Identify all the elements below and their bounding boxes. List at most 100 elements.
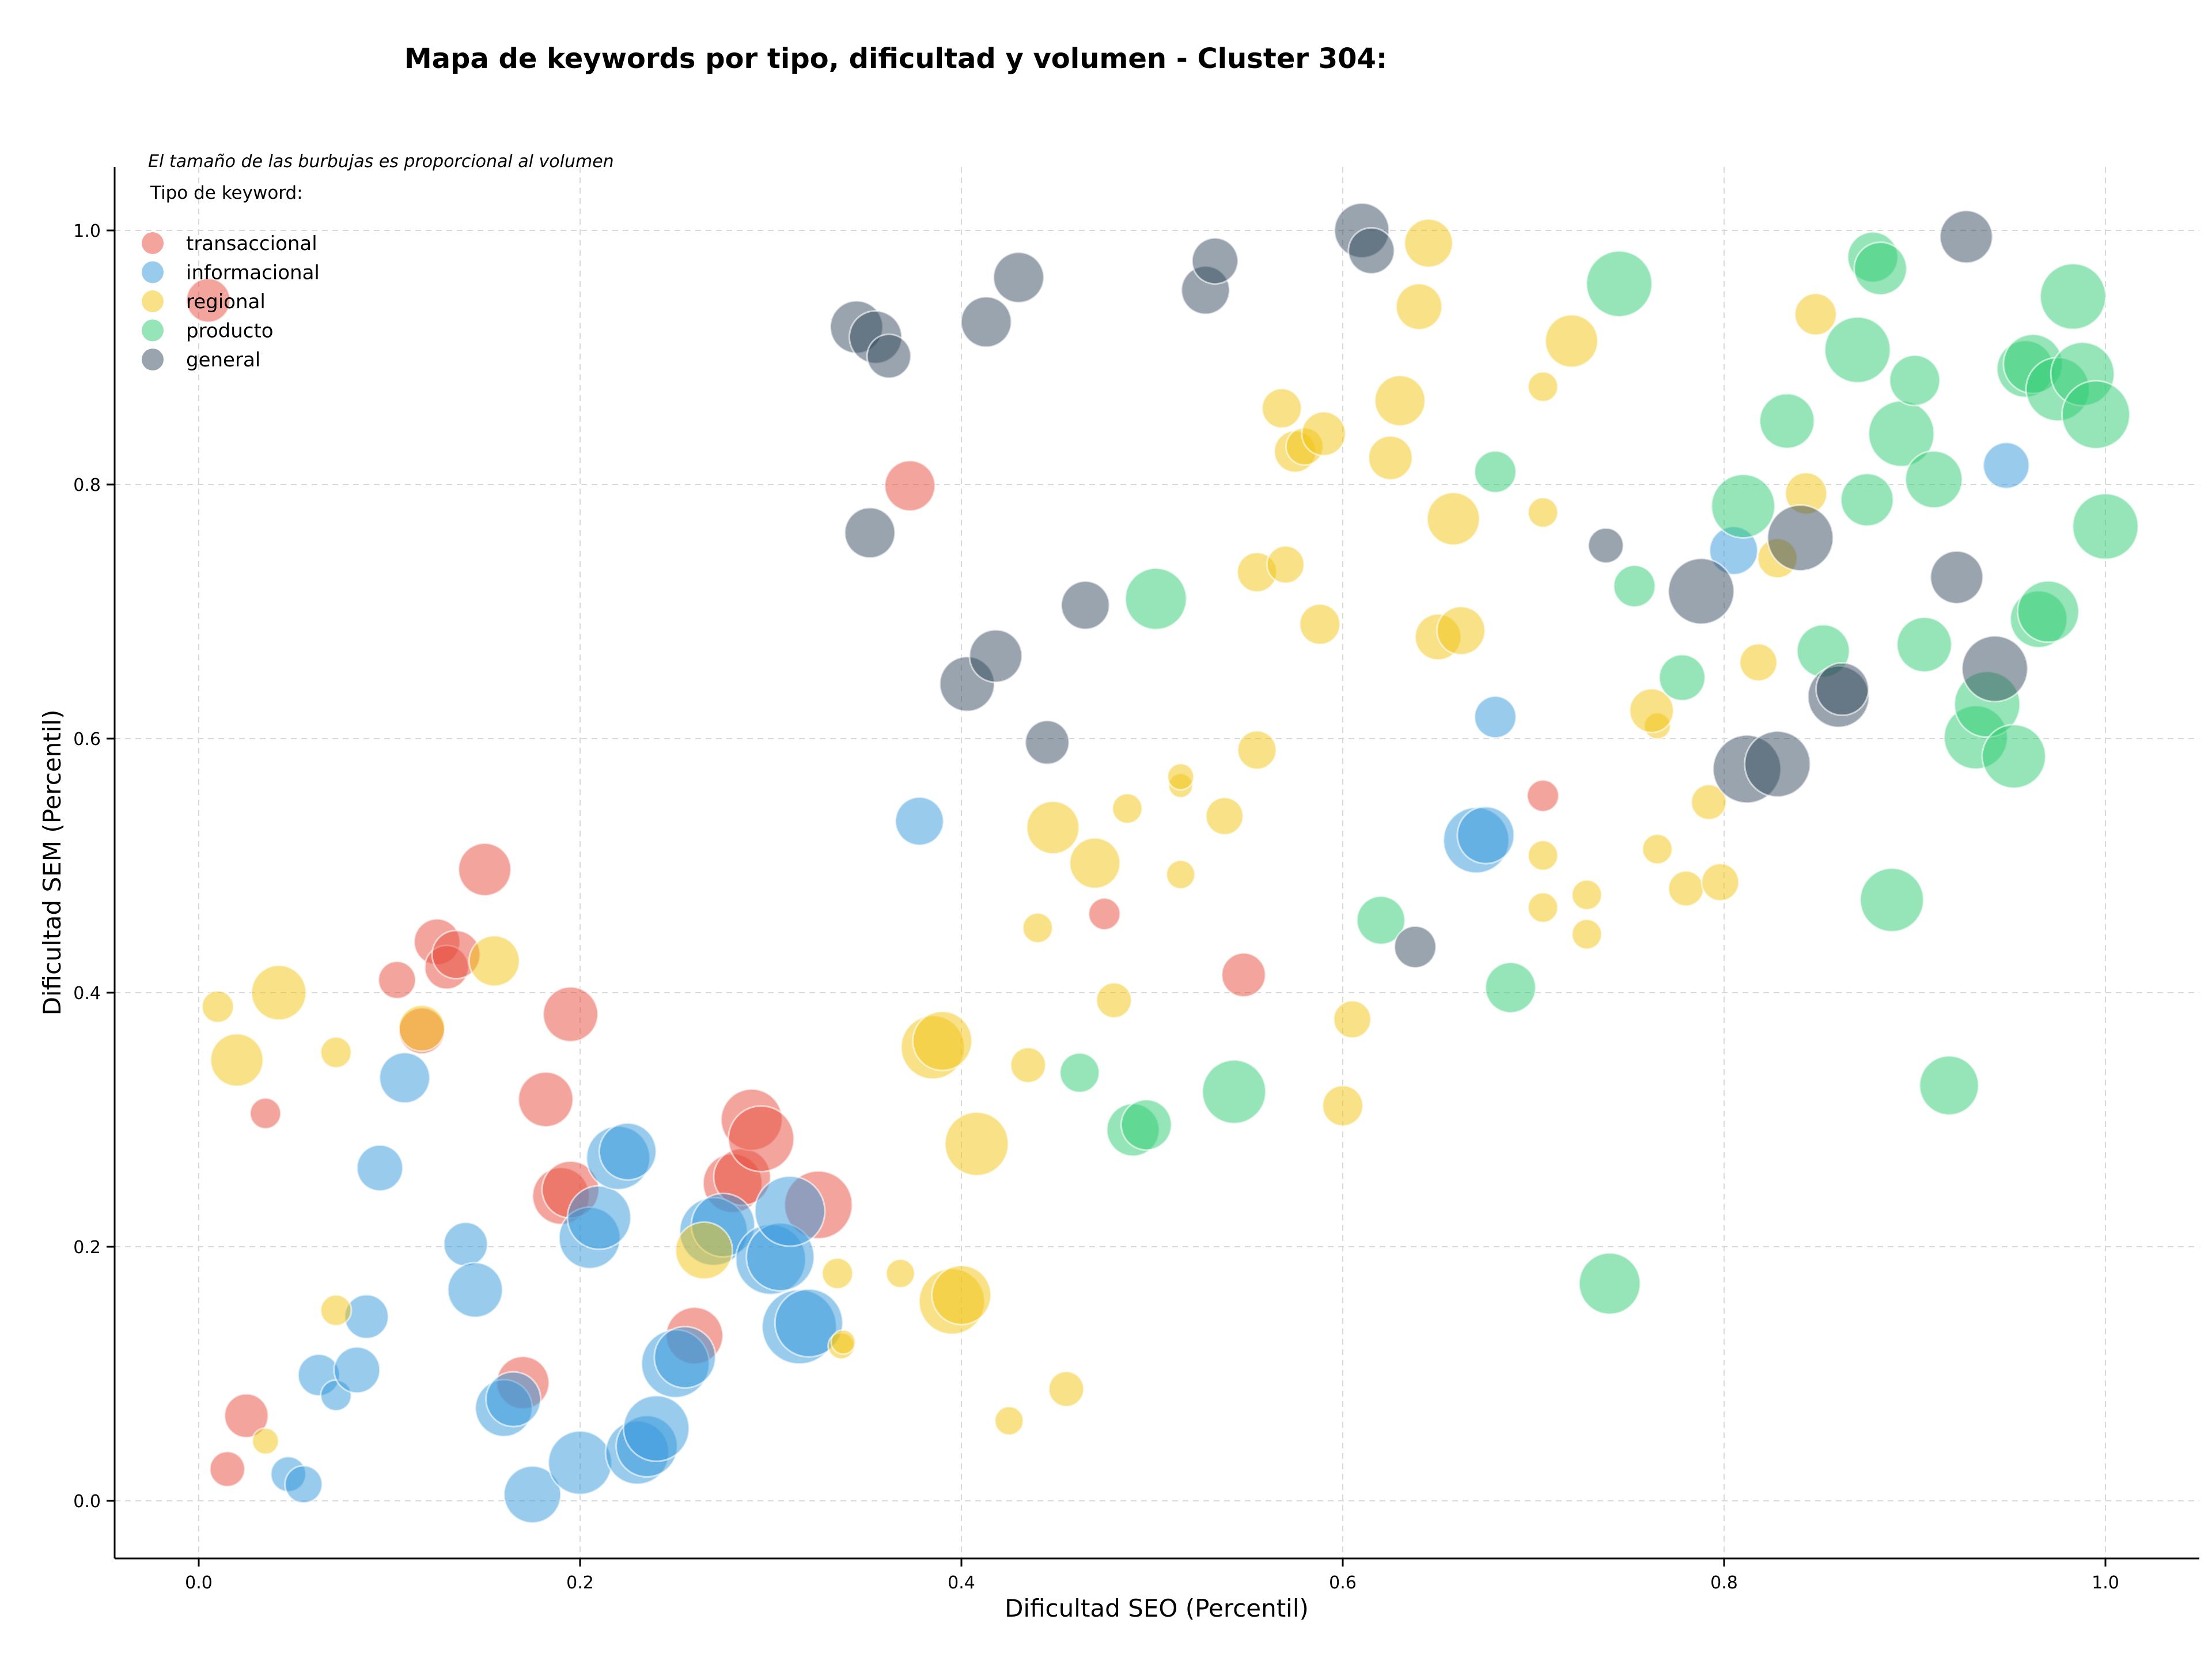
- y-tick-label: 0.4: [73, 983, 101, 1004]
- bubble-general: [1766, 504, 1834, 572]
- bubble-regional: [1261, 388, 1302, 429]
- bubble-transaccional: [249, 1097, 282, 1130]
- bubble-producto: [1474, 450, 1517, 494]
- y-tick-label: 0.0: [73, 1492, 101, 1512]
- bubble-regional: [1690, 784, 1728, 821]
- legend-title: Tipo de keyword:: [150, 183, 303, 203]
- bubble-informacional: [547, 1430, 613, 1496]
- bubble-producto: [1484, 961, 1537, 1014]
- bubble-informacional: [442, 1221, 488, 1267]
- y-tick-label: 0.8: [73, 475, 101, 495]
- bubble-transaccional: [1526, 779, 1560, 813]
- bubble-informacional: [378, 1051, 431, 1104]
- bubble-transaccional: [224, 1393, 270, 1439]
- bubble-general: [843, 506, 896, 559]
- bubble-regional: [1641, 833, 1673, 865]
- bubble-producto: [2071, 493, 2139, 561]
- bubble-regional: [251, 964, 308, 1021]
- bubble-informacional: [774, 1288, 844, 1358]
- bubble-regional: [1667, 870, 1705, 907]
- bubble-informacional: [653, 1326, 717, 1389]
- bubble-informacional: [356, 1144, 404, 1192]
- bubble-transaccional: [542, 986, 599, 1043]
- bubble-informacional: [343, 1293, 389, 1340]
- bubble-regional: [1527, 370, 1559, 403]
- series-transaccional: [185, 277, 1560, 1488]
- y-axis-label: Dificultad SEM (Percentil): [38, 710, 66, 1016]
- bubble-producto: [1201, 1059, 1267, 1125]
- legend-label-informacional: informacional: [186, 262, 320, 285]
- bubble-regional: [1794, 292, 1838, 336]
- series-producto: [1059, 231, 2139, 1315]
- bubble-regional: [1205, 796, 1244, 836]
- bubble-producto: [1658, 653, 1706, 702]
- legend-label-regional: regional: [186, 290, 266, 313]
- bubble-producto: [1981, 724, 2047, 789]
- bubble-transaccional: [209, 1450, 246, 1488]
- bubble-size-note: El tamaño de las burbujas es proporciona…: [148, 152, 614, 172]
- bubble-transaccional: [884, 460, 936, 512]
- y-tick-label: 1.0: [73, 221, 101, 241]
- bubble-regional: [1069, 837, 1121, 890]
- bubble-producto: [1904, 450, 1964, 509]
- bubble-regional: [1374, 374, 1426, 427]
- bubble-producto: [2017, 580, 2080, 644]
- bubble-informacional: [333, 1346, 381, 1394]
- bubble-regional: [1544, 313, 1599, 368]
- bubble-producto: [1840, 472, 1895, 527]
- bubble-informacional: [1456, 805, 1516, 865]
- bubble-transaccional: [1088, 897, 1122, 931]
- bubble-general: [1744, 730, 1812, 798]
- x-tick-label: 0.4: [948, 1573, 975, 1593]
- bubble-regional: [1266, 545, 1305, 584]
- bubble-informacional: [284, 1465, 323, 1504]
- bubble-producto: [1888, 354, 1941, 407]
- y-tick-label: 0.6: [73, 729, 101, 750]
- bubble-regional: [1025, 800, 1080, 855]
- bubble-regional: [1166, 762, 1195, 791]
- bubble-producto: [1824, 316, 1892, 384]
- bubble-producto: [1710, 473, 1776, 539]
- bubble-producto: [1896, 616, 1953, 673]
- bubble-producto: [1578, 1252, 1642, 1315]
- bubble-general: [993, 251, 1045, 304]
- bubble-regional: [821, 1257, 854, 1290]
- bubble-regional: [320, 1294, 353, 1327]
- bubble-general: [866, 333, 912, 379]
- bubble-regional: [1165, 859, 1196, 890]
- bubble-layer: [185, 202, 2139, 1524]
- bubble-regional: [944, 1111, 1010, 1176]
- bubble-informacional: [598, 1122, 657, 1181]
- bubble-producto: [1859, 867, 1925, 933]
- bubble-informacional: [446, 1261, 503, 1318]
- series-general: [829, 202, 2029, 969]
- bubble-informacional: [1982, 441, 2031, 490]
- bubble-general: [1961, 635, 2029, 703]
- bubble-regional: [1435, 606, 1486, 656]
- bubble-regional: [1368, 435, 1414, 481]
- bubble-regional: [1048, 1371, 1085, 1408]
- bubble-general: [1393, 925, 1437, 969]
- bubble-regional: [1527, 497, 1559, 528]
- bubble-regional: [1738, 642, 1778, 682]
- bubble-producto: [1759, 392, 1816, 449]
- bubble-producto: [1120, 1099, 1173, 1151]
- bubble-transaccional: [517, 1071, 574, 1128]
- bubble-general: [1587, 527, 1624, 564]
- grid-layer: [115, 167, 2199, 1558]
- bubble-producto: [1355, 895, 1406, 945]
- legend-items: transaccional informacional regional produc…: [142, 232, 320, 372]
- x-tick-label: 0.2: [566, 1573, 594, 1593]
- bubble-regional: [1009, 1046, 1047, 1084]
- legend-label-general: general: [186, 349, 260, 372]
- bubble-informacional: [503, 1465, 562, 1524]
- x-axis-label: Dificultad SEO (Percentil): [1005, 1594, 1309, 1622]
- bubble-regional: [210, 1032, 264, 1087]
- bubble-regional: [1395, 282, 1443, 331]
- bubble-general: [968, 629, 1023, 683]
- chart-title: Mapa de keywords por tipo, dificultad y …: [404, 43, 1387, 75]
- bubble-informacional: [566, 1185, 632, 1250]
- bubble-regional: [1527, 839, 1559, 872]
- bubble-regional: [468, 934, 521, 987]
